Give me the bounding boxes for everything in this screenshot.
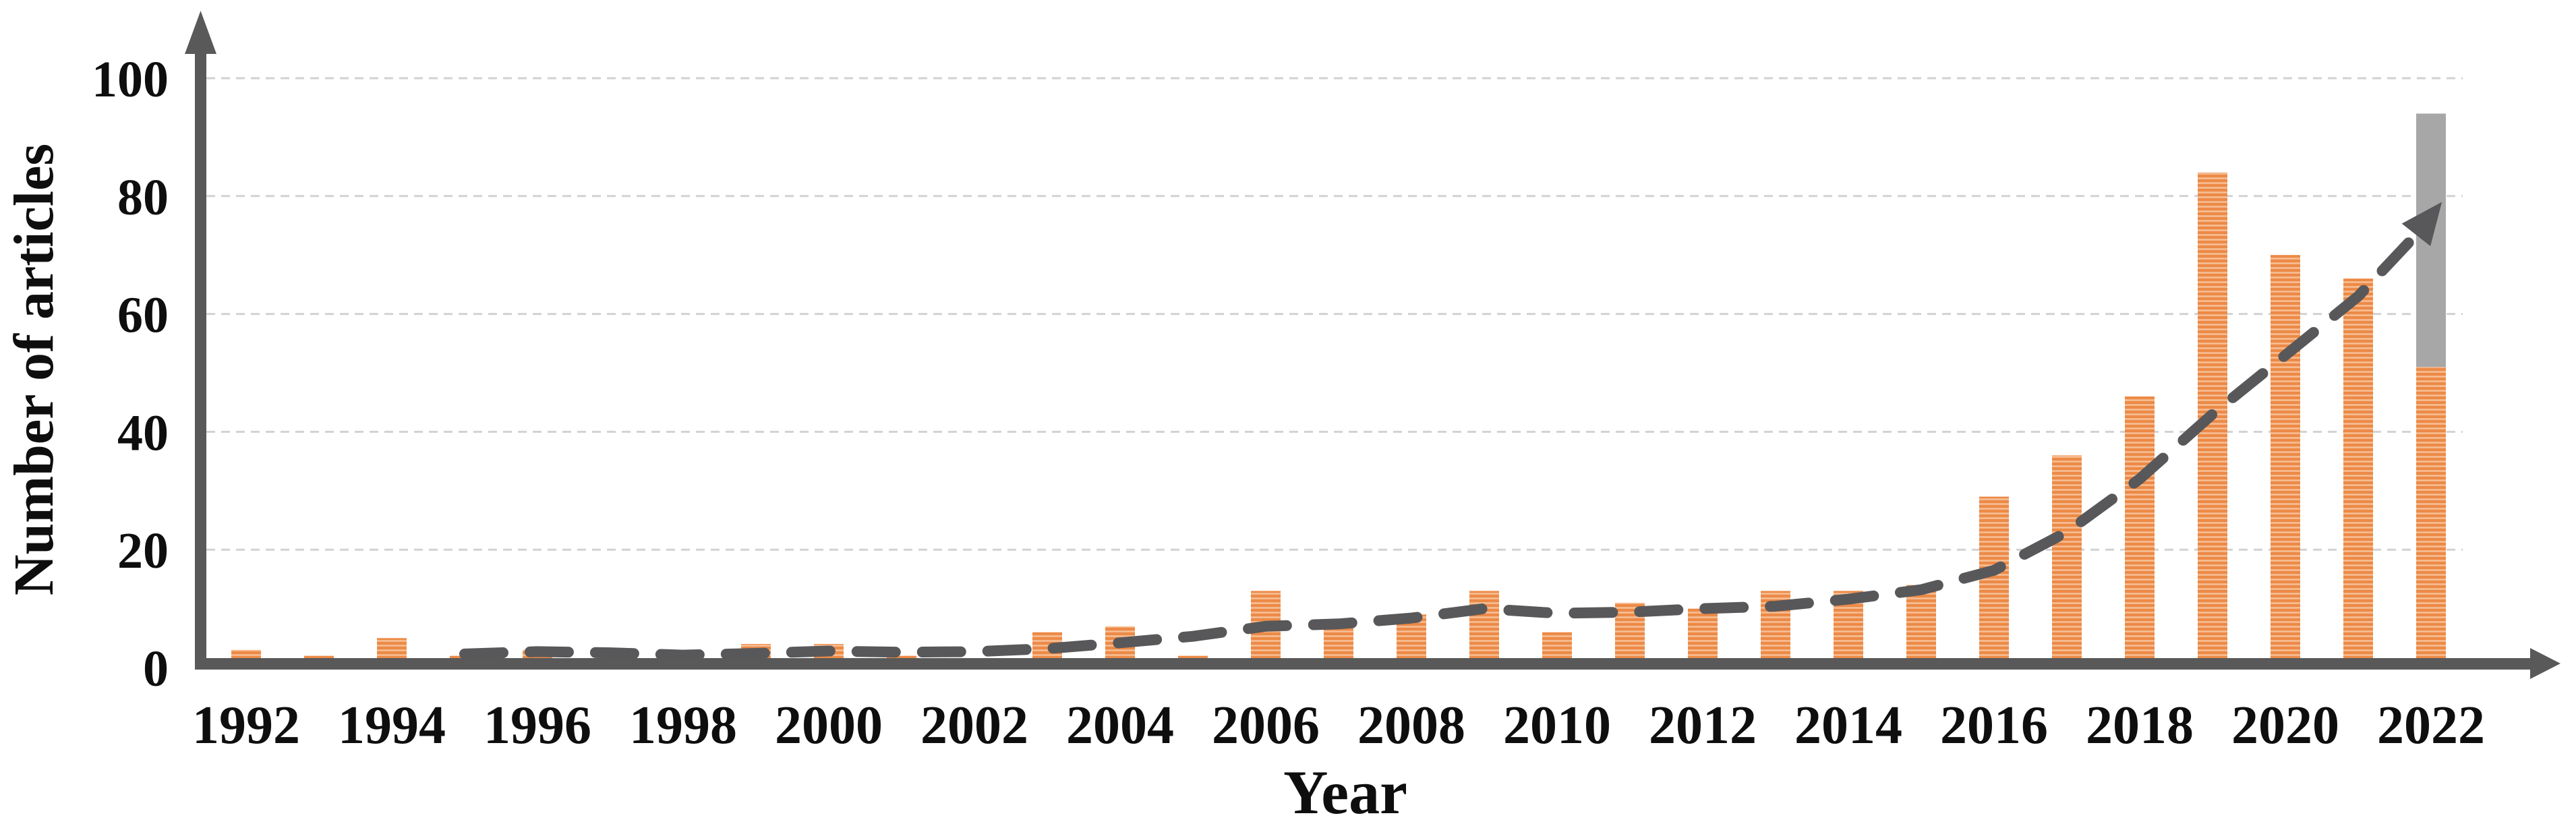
bar-2016 xyxy=(1979,496,2009,668)
x-tick-label: 2014 xyxy=(1794,696,1902,755)
x-axis-arrow-icon xyxy=(2530,648,2560,679)
x-tick-label: 2016 xyxy=(1940,696,2048,755)
y-axis-arrow-icon xyxy=(185,11,216,54)
y-axis-line xyxy=(195,40,206,670)
y-tick-label: 80 xyxy=(117,169,169,226)
x-tick-label: 1998 xyxy=(629,696,737,755)
x-axis-line xyxy=(195,658,2531,670)
x-tick-label: 2022 xyxy=(2377,696,2485,755)
x-tick-label: 2018 xyxy=(2086,696,2194,755)
bar-2009 xyxy=(1469,591,1499,668)
x-tick-label: 2000 xyxy=(775,696,883,755)
bar-2012 xyxy=(1688,608,1718,668)
x-tick-label: 1994 xyxy=(338,696,446,755)
x-tick-label: 2012 xyxy=(1649,696,1757,755)
bar-2020 xyxy=(2271,255,2300,668)
x-tick-label: 2008 xyxy=(1357,696,1465,755)
y-tick-label: 0 xyxy=(143,641,169,697)
x-tick-label: 1996 xyxy=(484,696,591,755)
bar-2017 xyxy=(2052,455,2082,668)
bar-2015 xyxy=(1906,585,1936,668)
bar-2021 xyxy=(2343,278,2373,668)
x-tick-label: 2006 xyxy=(1212,696,1320,755)
y-tick-label: 40 xyxy=(117,405,169,461)
y-axis-title: Number of articles xyxy=(3,144,65,595)
bar-2022 xyxy=(2416,367,2446,668)
y-tick-label: 20 xyxy=(117,523,169,579)
x-tick-label: 2004 xyxy=(1066,696,1174,755)
x-tick-label: 2002 xyxy=(920,696,1028,755)
y-tick-label: 100 xyxy=(92,51,169,108)
x-tick-label: 2020 xyxy=(2231,696,2339,755)
x-tick-label: 2010 xyxy=(1503,696,1611,755)
bar-2018 xyxy=(2125,396,2155,668)
trend-arrow-icon xyxy=(2401,202,2442,246)
x-tick-label: 1992 xyxy=(192,696,300,755)
y-tick-label: 60 xyxy=(117,287,169,344)
x-axis-title: Year xyxy=(1283,758,1407,823)
trend-line xyxy=(459,229,2422,661)
